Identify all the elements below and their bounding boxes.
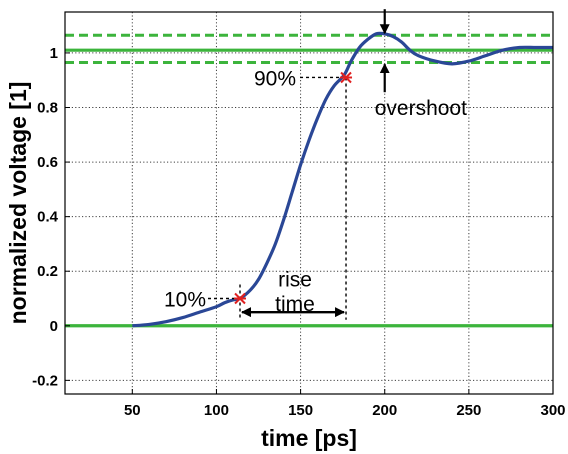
x-tick-label: 100 [204,402,229,419]
plot-frame [64,11,554,395]
y-tick-label: 0.6 [37,154,58,171]
x-tick-label: 200 [372,402,397,419]
y-tick-label: -0.2 [32,372,58,389]
x-tick-label: 150 [288,402,313,419]
marker-10-percent [234,292,247,305]
y-axis-title: normalized voltage [1] [5,82,31,325]
label-10-percent: 10% [164,289,206,312]
series-layer [132,31,553,328]
grid-layer [65,12,554,394]
label-90-percent: 90% [254,67,296,90]
tick-labels: 50 100 150 200 250 300 -0.2 0 0.2 0.4 0.6 0.8 1 [32,45,565,419]
y-tick-label: 0.4 [37,209,59,226]
x-axis-title: time [ps] [261,425,357,451]
x-tick-label: 300 [540,402,565,419]
x-tick-label: 50 [124,402,141,419]
y-tick-label: 0.8 [37,100,58,117]
x-tick-label: 250 [456,402,481,419]
rise-time-label-line2: time [275,293,315,316]
y-tick-label: 0 [50,318,58,335]
y-tick-label: 1 [50,45,58,62]
marker-90-percent [340,71,353,84]
rise-time-label-line1: rise [278,268,312,291]
y-tick-label: 0.2 [37,263,58,280]
voltage-curve [132,31,553,328]
overshoot-label: overshoot [375,97,467,120]
